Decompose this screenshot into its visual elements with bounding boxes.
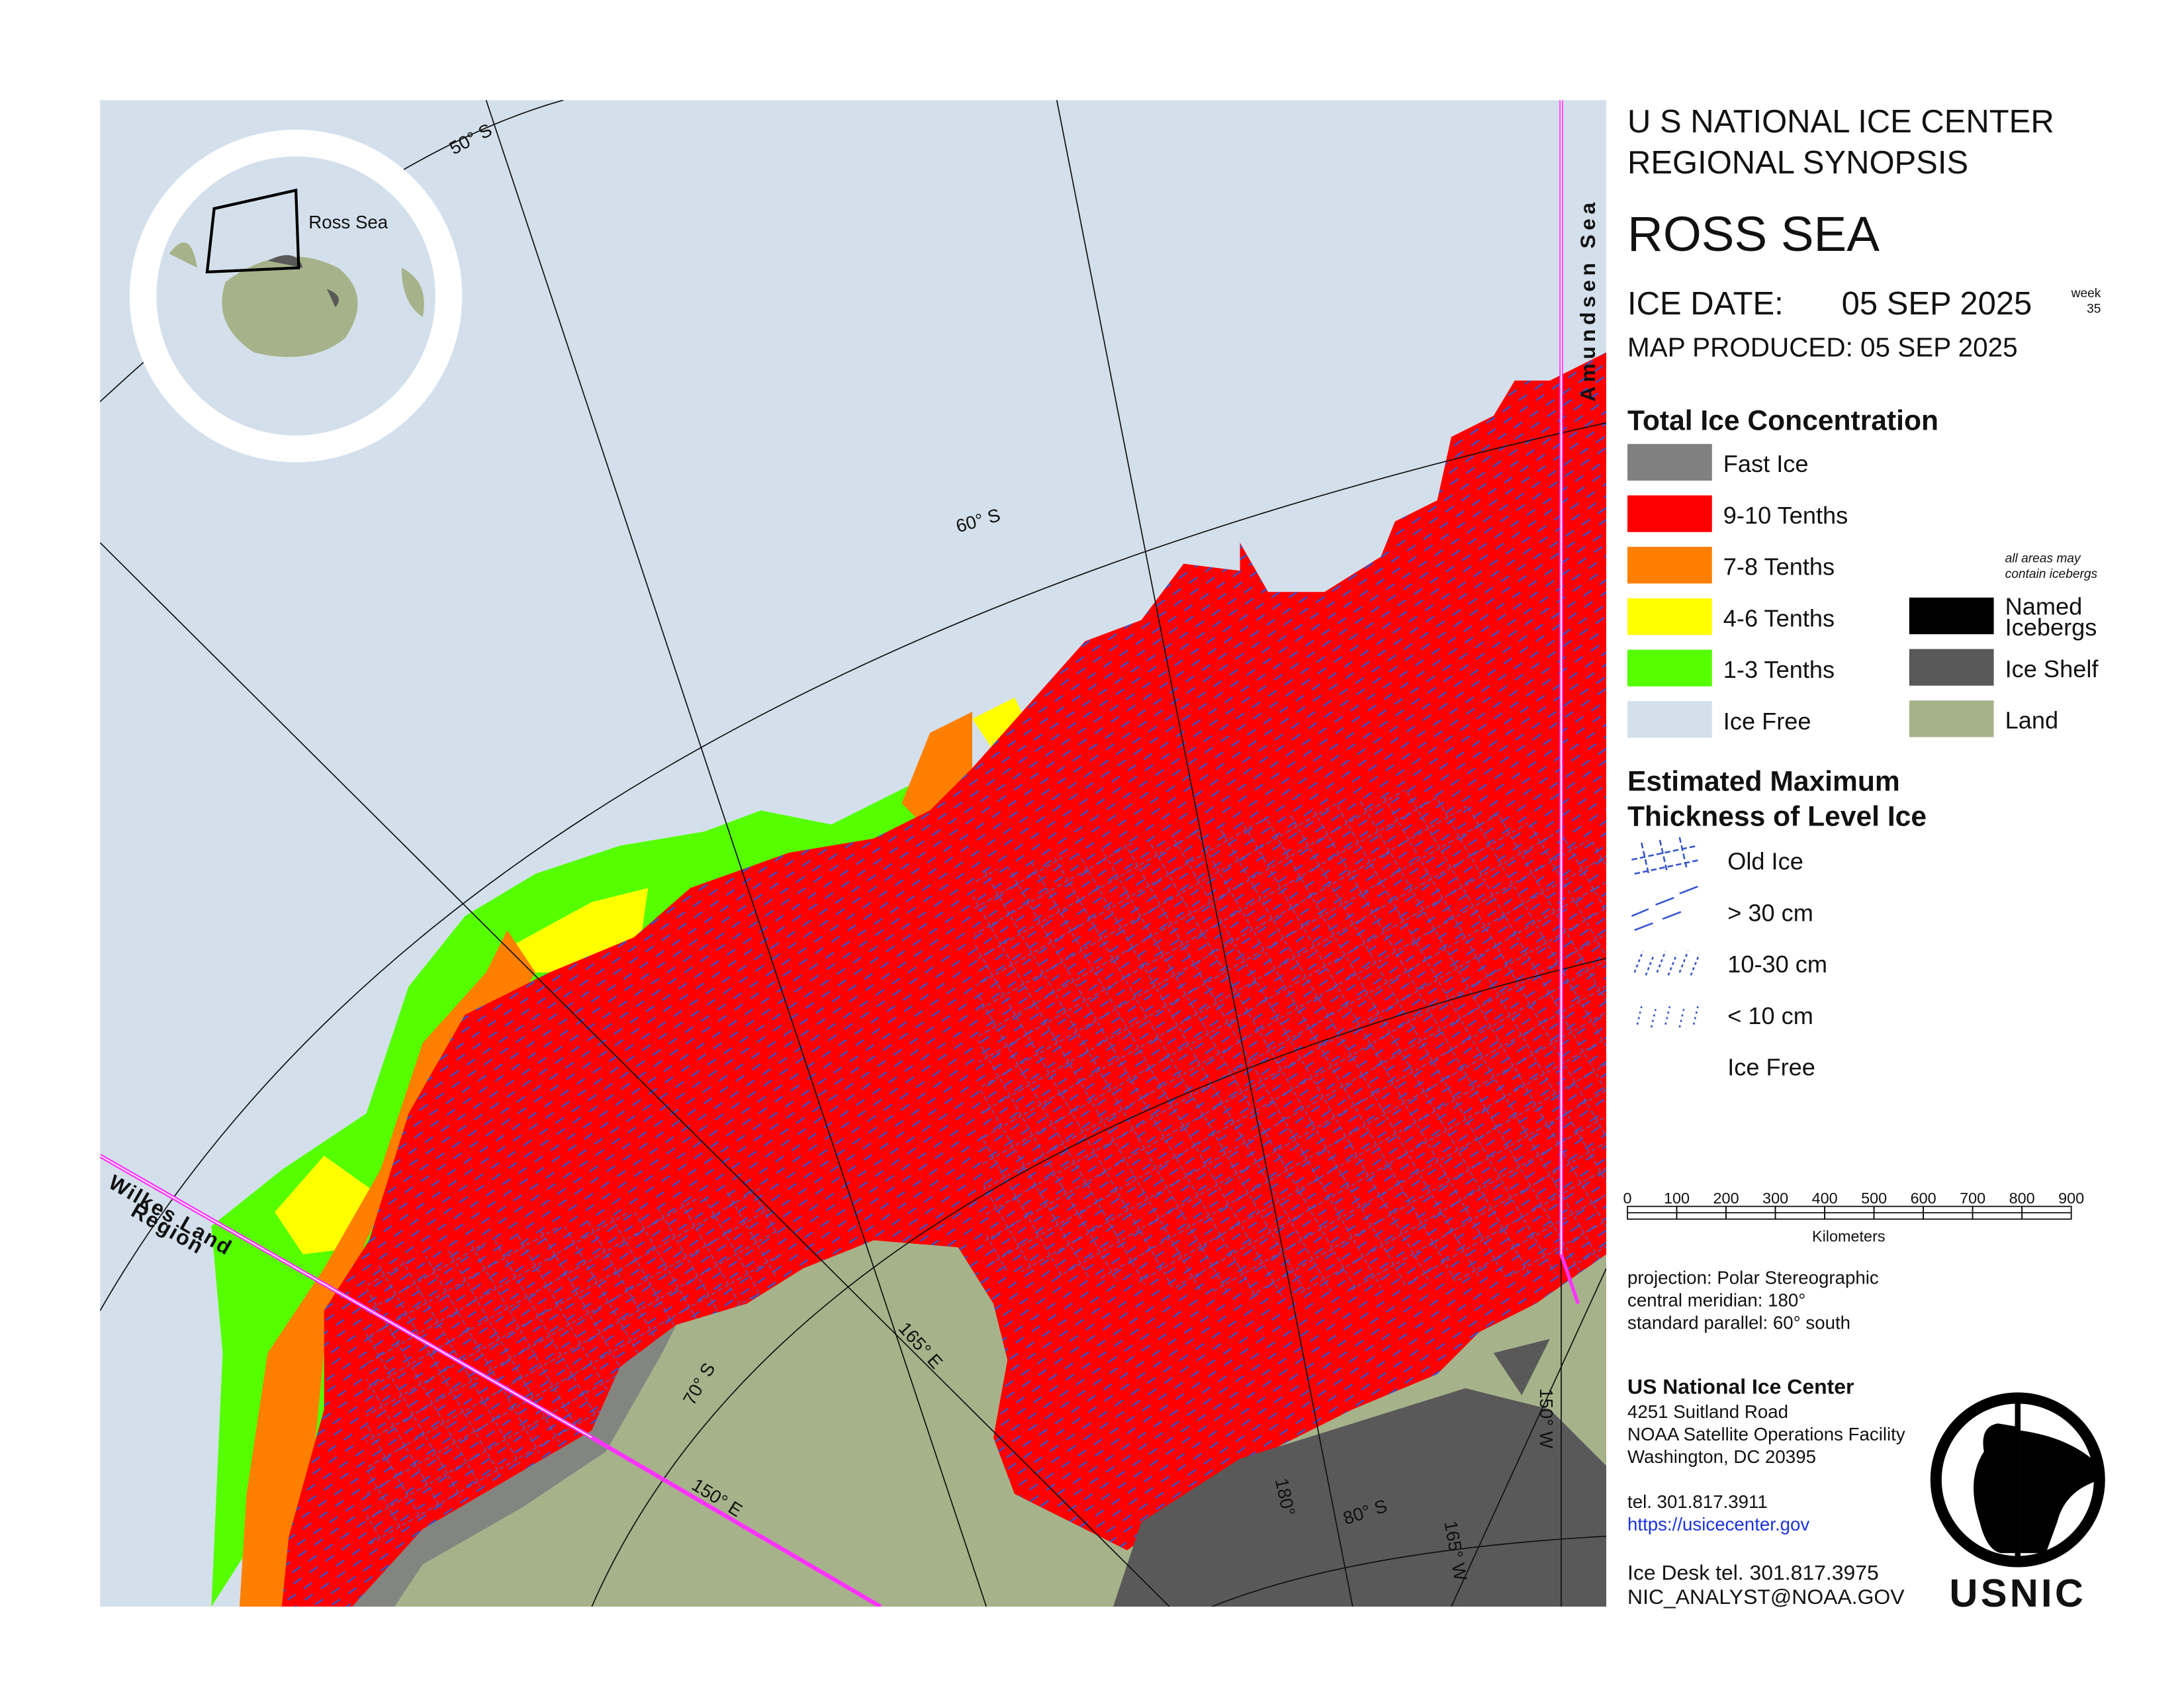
legend-swatch [1627,495,1712,532]
legend-title: Thickness of Level Ice [1627,801,1927,833]
map-feature [591,957,1607,1607]
legend-label: 1-3 Tenths [1723,656,1835,683]
address: 4251 Suitland Road [1627,1401,1788,1422]
legend-label: > 30 cm [1727,899,1813,926]
scale-tick-label: 800 [2009,1190,2035,1207]
legend-label: 10-30 cm [1727,951,1827,978]
legend-label: Icebergs [2005,614,2097,641]
map-feature [1636,1006,1699,1028]
inset-label: Ross Sea [308,212,388,232]
scale-tick-label: 400 [1812,1190,1838,1207]
scale-tick-label: 900 [2058,1190,2084,1207]
legend-swatch [1909,597,1994,635]
projection: standard parallel: 60° south [1627,1313,1850,1333]
legend-title: Estimated Maximum [1627,765,1900,797]
inset-extent [205,188,300,274]
projection: central meridian: 180° [1627,1290,1805,1311]
ice-desk: Ice Desk tel. 301.817.3975 [1627,1561,1879,1585]
legend-swatch [1627,649,1712,686]
legend-label: Old Ice [1727,848,1803,875]
sea-label: Amundsen Sea [1576,199,1600,402]
scale-tick-label: 600 [1911,1190,1936,1207]
legend-label: Named [2005,592,2083,620]
ice-date: 05 SEP 2025 [1842,286,2032,322]
legend-label: < 10 cm [1727,1002,1813,1029]
map-feature [1211,1535,1607,1607]
legend-swatch [1909,700,1994,737]
map-feature [485,100,987,1607]
legend-label: 4-6 Tenths [1723,604,1835,632]
week-label: week [2071,287,2101,301]
map-feature [2021,1430,2104,1554]
ice-7-8 [239,712,973,1607]
week: 35 [2087,303,2101,316]
map-feature [100,542,1170,1607]
legend-label: 9-10 Tenths [1723,502,1848,529]
map-feature [1974,1423,2015,1554]
email: NIC_ANALYST@NOAA.GOV [1627,1585,1905,1609]
thickness-icons [1631,837,1702,1028]
region-title: ROSS SEA [1627,207,1880,261]
map: Ross Sea 50° S 60° S 70° S 80° S 165° E … [100,100,1607,1607]
legend-title: Total Ice Concentration [1627,404,1938,436]
legend-swatch [1627,547,1712,584]
iceberg-note: all areas may [2005,552,2081,566]
scale-bar: 0 100 200 300 400 500 600 700 800 900 [1623,1190,2084,1220]
ice-4-6 [275,697,1029,1254]
legend-label: 7-8 Tenths [1723,553,1835,581]
legend-swatch [1909,649,1994,686]
map-feature [1633,951,1700,976]
logo-text: USNIC [1949,1571,2086,1615]
scale-tick-label: 100 [1664,1190,1690,1207]
map-feature [1631,885,1698,931]
header-line: REGIONAL SYNOPSIS [1627,145,1968,181]
map-produced: MAP PRODUCED: 05 SEP 2025 [1627,332,2018,363]
map-feature [100,100,1562,1438]
address: NOAA Satellite Operations Facility [1627,1424,1905,1444]
url[interactable]: https://usicecenter.gov [1627,1514,1809,1534]
legend-label: Ice Free [1723,708,1811,735]
lon-label: 150° W [1536,1388,1557,1449]
projection: projection: Polar Stereographic [1627,1268,1879,1288]
ice-date-label: ICE DATE: [1627,286,1784,322]
old-ice [366,789,1607,1550]
map-feature [1631,837,1702,875]
iceberg-note: contain icebergs [2005,567,2098,581]
fast-ice [352,1325,676,1607]
scale-tick-label: 0 [1623,1190,1632,1207]
scale-tick-label: 700 [1960,1190,1985,1207]
ice-shelf [1113,1338,1607,1607]
legend-swatch [1627,598,1712,635]
legend-swatch [1627,701,1712,738]
inset-land [169,242,424,357]
map-feature [267,255,339,308]
legend-label: Fast Ice [1723,450,1809,477]
scale-tick-label: 500 [1861,1190,1887,1207]
thickness-labels: Old Ice > 30 cm 10-30 cm < 10 cm Ice Free [1727,848,1827,1081]
legend-label: Ice Shelf [2005,655,2099,682]
org: US National Ice Center [1627,1375,1854,1399]
scale-tick-label: 300 [1762,1190,1788,1207]
map-feature [100,422,1607,1311]
legend-label: Land [2005,707,2059,734]
header-line: U S NATIONAL ICE CENTER [1627,104,2054,140]
logo: USNIC [1930,1392,2105,1615]
legend-swatch [1627,444,1712,481]
concentration-legend: Fast Ice 9-10 Tenths 7-8 Tenths 4-6 Tenths 1… [1627,444,2099,738]
scale-unit: Kilometers [1812,1228,1886,1245]
scale-tick-label: 200 [1713,1190,1739,1207]
tel: tel. 301.817.3911 [1627,1491,1768,1512]
address: Washington, DC 20395 [1627,1446,1816,1467]
map-feature [1056,100,1353,1607]
legend-label: Ice Free [1727,1053,1815,1080]
map-feature [1451,1268,1607,1607]
